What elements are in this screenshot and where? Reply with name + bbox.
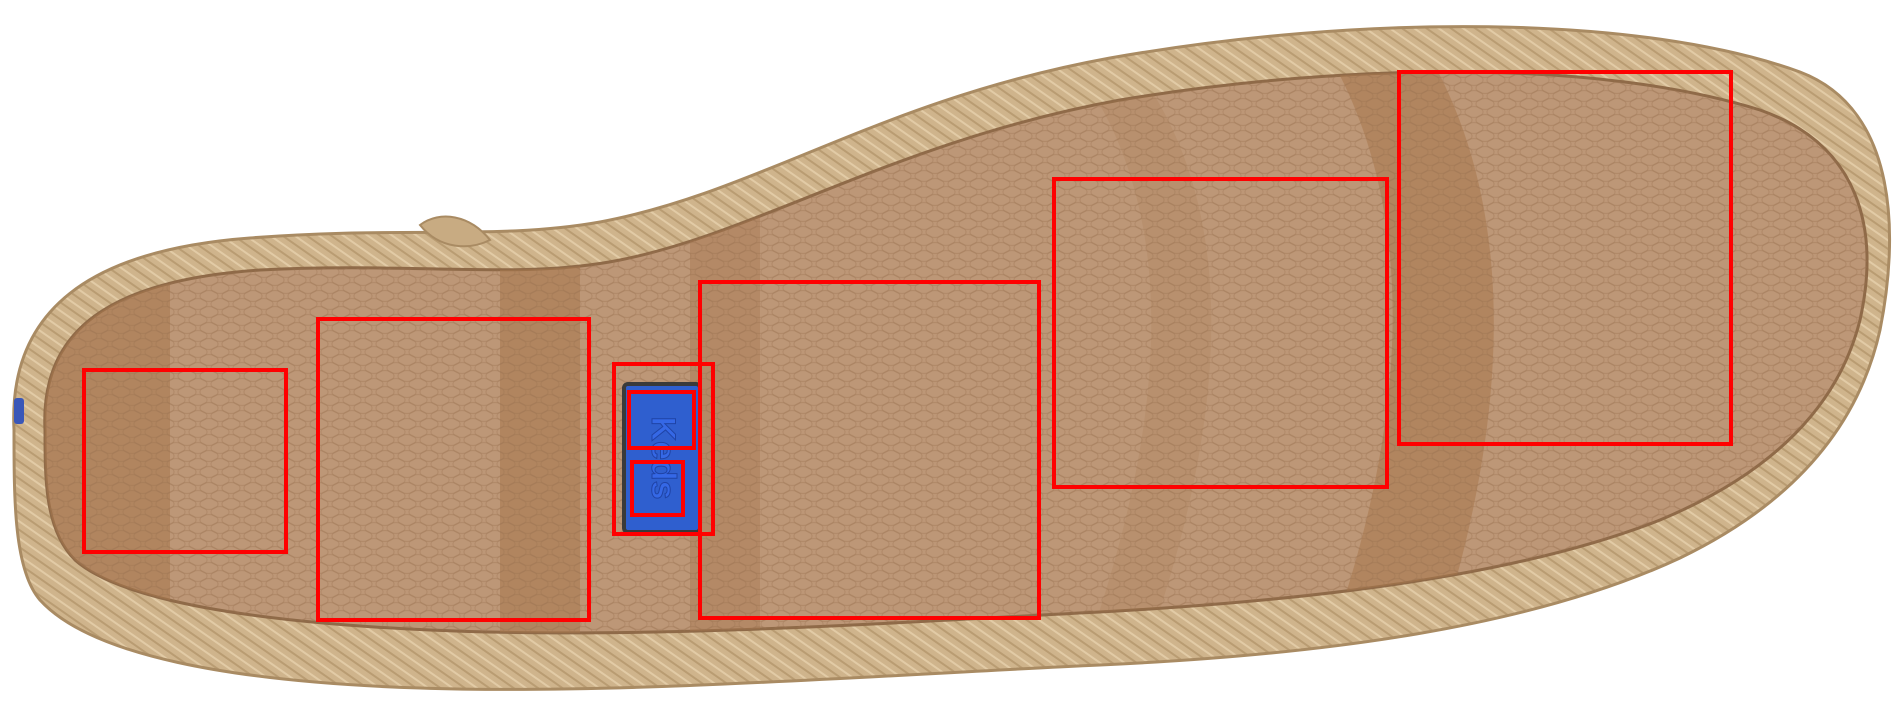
logo-lower-region-box [630, 460, 685, 517]
rope-fold [418, 215, 492, 248]
logo-region-box [612, 362, 715, 536]
ball-region-box [1052, 177, 1389, 489]
arch-rear-region-box [316, 317, 591, 622]
heel-region-box [82, 368, 288, 554]
heel-tab [14, 398, 24, 424]
logo-upper-region-box [627, 390, 696, 450]
arch-front-region-box [698, 280, 1041, 620]
toe-region-box [1397, 70, 1733, 446]
logo-text: Keds [644, 416, 682, 499]
